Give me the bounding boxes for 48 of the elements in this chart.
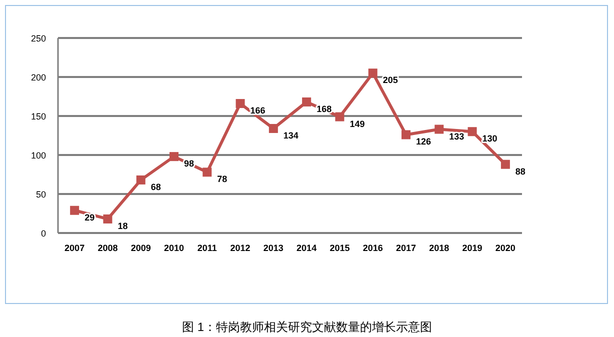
data-label: 29 xyxy=(84,212,95,222)
point xyxy=(434,124,444,134)
x-tick-label: 2009 xyxy=(130,243,151,253)
point xyxy=(70,206,80,215)
y-tick-label: 100 xyxy=(30,150,46,160)
x-tick-label: 2020 xyxy=(495,243,516,253)
data-label: 78 xyxy=(217,174,228,184)
x-tick-label: 2007 xyxy=(64,243,85,253)
x-tick-label: 2011 xyxy=(197,243,217,253)
x-tick-label: 2013 xyxy=(263,243,284,253)
point xyxy=(268,124,278,133)
data-label: 88 xyxy=(515,166,526,176)
y-tick-label: 150 xyxy=(30,112,46,122)
y-tick-label: 200 xyxy=(30,72,46,82)
x-tick-label: 2010 xyxy=(164,243,184,253)
data-label: 68 xyxy=(150,182,161,192)
x-tick-label: 2018 xyxy=(429,243,450,253)
text: 图 1：特岗教师相关研究文献数量的增长示意图 xyxy=(182,320,432,334)
data-label: 166 xyxy=(250,106,266,116)
point xyxy=(335,112,344,122)
data-label: 134 xyxy=(283,130,298,140)
point xyxy=(500,160,510,169)
point xyxy=(103,214,112,224)
data-label: 18 xyxy=(118,220,128,231)
x-tick-label: 2016 xyxy=(362,243,383,253)
data-label: 130 xyxy=(482,134,498,144)
data-label: 133 xyxy=(449,131,464,142)
x-tick-label: 2015 xyxy=(330,243,350,253)
data-label: 126 xyxy=(416,136,432,147)
point xyxy=(236,99,245,108)
point xyxy=(202,168,212,177)
x-tick-label: 2012 xyxy=(230,243,250,253)
point xyxy=(302,97,312,106)
y-tick-label: 0 xyxy=(40,228,46,238)
point xyxy=(136,175,146,184)
data-label: 149 xyxy=(350,118,365,129)
data-label: 205 xyxy=(382,75,398,86)
y-tick-label: 250 xyxy=(30,34,46,44)
y-tick-label: 50 xyxy=(36,190,46,200)
point xyxy=(170,152,178,162)
x-tick-label: 2019 xyxy=(462,243,482,253)
x-tick-label: 2008 xyxy=(98,243,118,253)
point xyxy=(402,130,410,140)
point xyxy=(368,68,378,78)
x-tick-label: 2017 xyxy=(396,243,416,253)
data-label: 168 xyxy=(316,104,332,114)
x-tick-label: 2014 xyxy=(296,243,317,253)
point xyxy=(468,127,477,136)
